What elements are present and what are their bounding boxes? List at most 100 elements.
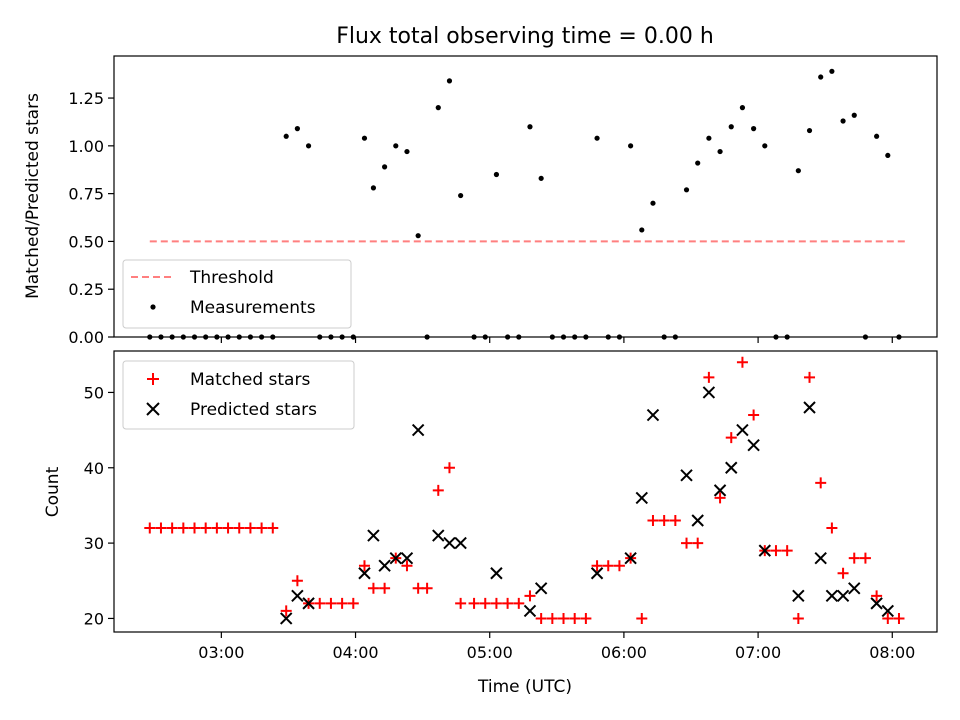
top-plot-frame: [113, 55, 938, 338]
bottom-legend: Matched stars Predicted stars: [122, 360, 355, 430]
measurement-point: [762, 143, 768, 149]
matched-star-point: [280, 605, 292, 617]
matched-star-point: [189, 522, 201, 534]
predicted-star-point: [378, 559, 391, 572]
y-tick-label: 20: [84, 609, 104, 628]
top-axes: 0.00 0.25 0.50 0.75 1.00 1.25 Matched/Predict…: [23, 55, 938, 347]
measurement-point: [415, 233, 421, 239]
predicted-star-point: [302, 597, 315, 610]
matched-star-point: [546, 612, 558, 624]
matched-star-point: [502, 597, 514, 609]
matched-star-point: [379, 582, 391, 594]
matched-star-point: [602, 560, 614, 572]
measurement-point: [795, 168, 801, 174]
measurement-point: [458, 192, 464, 199]
predicted-star-point: [400, 551, 414, 565]
matched-star-point: [804, 371, 816, 383]
matched-star-point: [703, 371, 715, 383]
legend-measurements-label: Measurements: [190, 298, 316, 318]
predicted-star-point: [736, 423, 749, 437]
matched-star-point: [569, 612, 581, 624]
predicted-star-point: [870, 597, 883, 610]
y-tick-label: 50: [84, 383, 104, 402]
matched-star-point: [893, 612, 905, 624]
x-tick-label: 08:00: [869, 643, 915, 662]
y-tick-label: 0.50: [68, 232, 104, 251]
bottom-plot-frame: [113, 350, 938, 633]
measurement-point: [628, 143, 634, 149]
matched-star-point: [267, 522, 279, 534]
predicted-star-point: [432, 529, 445, 542]
y-tick-label: 0.00: [68, 328, 104, 347]
legend-measurements-swatch: [150, 304, 156, 310]
matched-star-point: [580, 612, 592, 624]
bottom-x-axis-label: Time (UTC): [477, 677, 572, 697]
matched-star-point: [692, 537, 704, 549]
bottom-y-axis-label: Count: [43, 466, 63, 517]
predicted-star-point: [454, 536, 467, 550]
matched-star-point: [291, 575, 303, 587]
matched-star-point: [155, 522, 167, 534]
matched-star-point: [681, 537, 693, 549]
matched-star-point: [535, 612, 547, 624]
figure-title: Flux total observing time = 0.00 h: [336, 24, 714, 49]
predicted-star-point: [725, 461, 738, 474]
matched-star-point: [244, 522, 256, 534]
measurement-point: [683, 187, 690, 193]
legend-predicted-label: Predicted stars: [190, 400, 317, 420]
top-y-axis-label: Matched/Predicted stars: [23, 93, 43, 299]
matched-star-point: [421, 582, 433, 594]
top-data-layer: [147, 68, 906, 340]
measurement-point: [695, 160, 701, 166]
predicted-star-point: [814, 551, 827, 565]
matched-star-point: [792, 612, 804, 624]
matched-star-point: [781, 545, 793, 557]
predicted-star-point: [490, 567, 503, 580]
matched-star-point: [166, 522, 178, 534]
measurement-point: [393, 143, 399, 149]
y-tick-label: 0.25: [68, 280, 104, 299]
matched-star-point: [725, 432, 737, 444]
predicted-star-point: [881, 604, 895, 618]
measurement-point: [370, 185, 377, 191]
measurement-point: [538, 175, 544, 181]
predicted-star-point: [803, 401, 816, 414]
measurement-point: [885, 152, 891, 159]
measurement-point: [851, 112, 857, 118]
x-tick-label: 05:00: [467, 643, 513, 662]
matched-star-point: [815, 477, 827, 489]
matched-star-point: [200, 522, 212, 534]
bottom-legend-box: [122, 360, 355, 430]
matched-star-point: [826, 522, 838, 534]
predicted-star-point: [624, 551, 637, 565]
measurement-point: [829, 68, 835, 74]
matched-star-point: [144, 522, 156, 534]
matched-star-point: [736, 356, 748, 368]
measurement-point: [840, 118, 846, 124]
legend-threshold-label: Threshold: [189, 268, 274, 288]
matched-star-point: [748, 409, 760, 421]
top-legend-box: [122, 259, 352, 329]
predicted-star-point: [836, 589, 850, 603]
matched-star-point: [479, 597, 491, 609]
matched-star-point: [401, 560, 413, 572]
predicted-star-point: [691, 514, 704, 527]
measurement-point: [717, 148, 723, 155]
matched-star-point: [871, 590, 883, 602]
matched-star-point: [468, 597, 480, 609]
top-legend: Threshold Measurements: [122, 259, 352, 329]
predicted-star-point: [635, 491, 649, 505]
predicted-star-point: [747, 438, 760, 452]
measurement-point: [639, 227, 645, 233]
measurement-point: [404, 148, 410, 155]
matched-star-point: [714, 492, 726, 504]
measurement-point: [594, 135, 600, 141]
matched-star-point: [358, 560, 370, 572]
predicted-star-point: [358, 567, 371, 580]
measurement-point: [818, 74, 824, 80]
legend-matched-label: Matched stars: [190, 370, 310, 390]
matched-star-point: [513, 597, 525, 609]
predicted-star-point: [411, 423, 425, 437]
